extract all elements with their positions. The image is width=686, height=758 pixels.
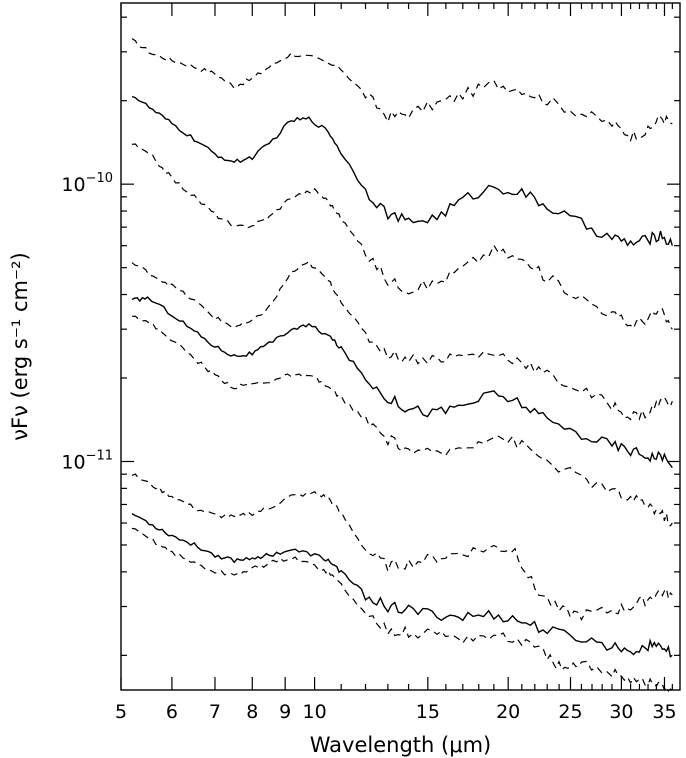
y-axis-title: νFν (erg s⁻¹ cm⁻²) bbox=[8, 252, 32, 440]
series-layer bbox=[131, 38, 673, 693]
spectrum-line-6 bbox=[131, 315, 673, 527]
x-tick-label: 9 bbox=[279, 701, 291, 723]
y-tick-labels: 10−11 10−10 bbox=[61, 171, 113, 473]
y-tick-label: 10−11 bbox=[61, 448, 113, 473]
x-tick-label: 35 bbox=[652, 701, 676, 723]
x-tick-label: 6 bbox=[166, 701, 178, 723]
spectrum-line-7 bbox=[131, 473, 673, 622]
x-tick-labels: 5 6 7 8 9 10 15 20 25 30 35 bbox=[115, 701, 677, 723]
x-tick-label: 7 bbox=[209, 701, 221, 723]
spectrum-line-4 bbox=[131, 260, 673, 421]
y-tick-label: 10−10 bbox=[61, 171, 113, 196]
x-tick-label: 15 bbox=[416, 701, 440, 723]
x-tick-label: 25 bbox=[558, 701, 582, 723]
spectrum-line-9 bbox=[131, 527, 673, 693]
x-tick-label: 8 bbox=[246, 701, 258, 723]
plot-frame bbox=[120, 2, 681, 691]
x-tick-label: 30 bbox=[609, 701, 633, 723]
axis-ticks bbox=[120, 3, 680, 690]
spectrum-line-3 bbox=[131, 143, 673, 330]
x-tick-label: 10 bbox=[302, 701, 326, 723]
spectrum-line-8 bbox=[131, 512, 673, 658]
spectrum-line-5 bbox=[131, 296, 673, 469]
x-axis-title: Wavelength (μm) bbox=[310, 733, 491, 757]
spectrum-line-1 bbox=[131, 38, 673, 143]
x-tick-label: 5 bbox=[115, 701, 127, 723]
spectrum-line-2 bbox=[131, 95, 673, 247]
x-tick-label: 20 bbox=[496, 701, 520, 723]
